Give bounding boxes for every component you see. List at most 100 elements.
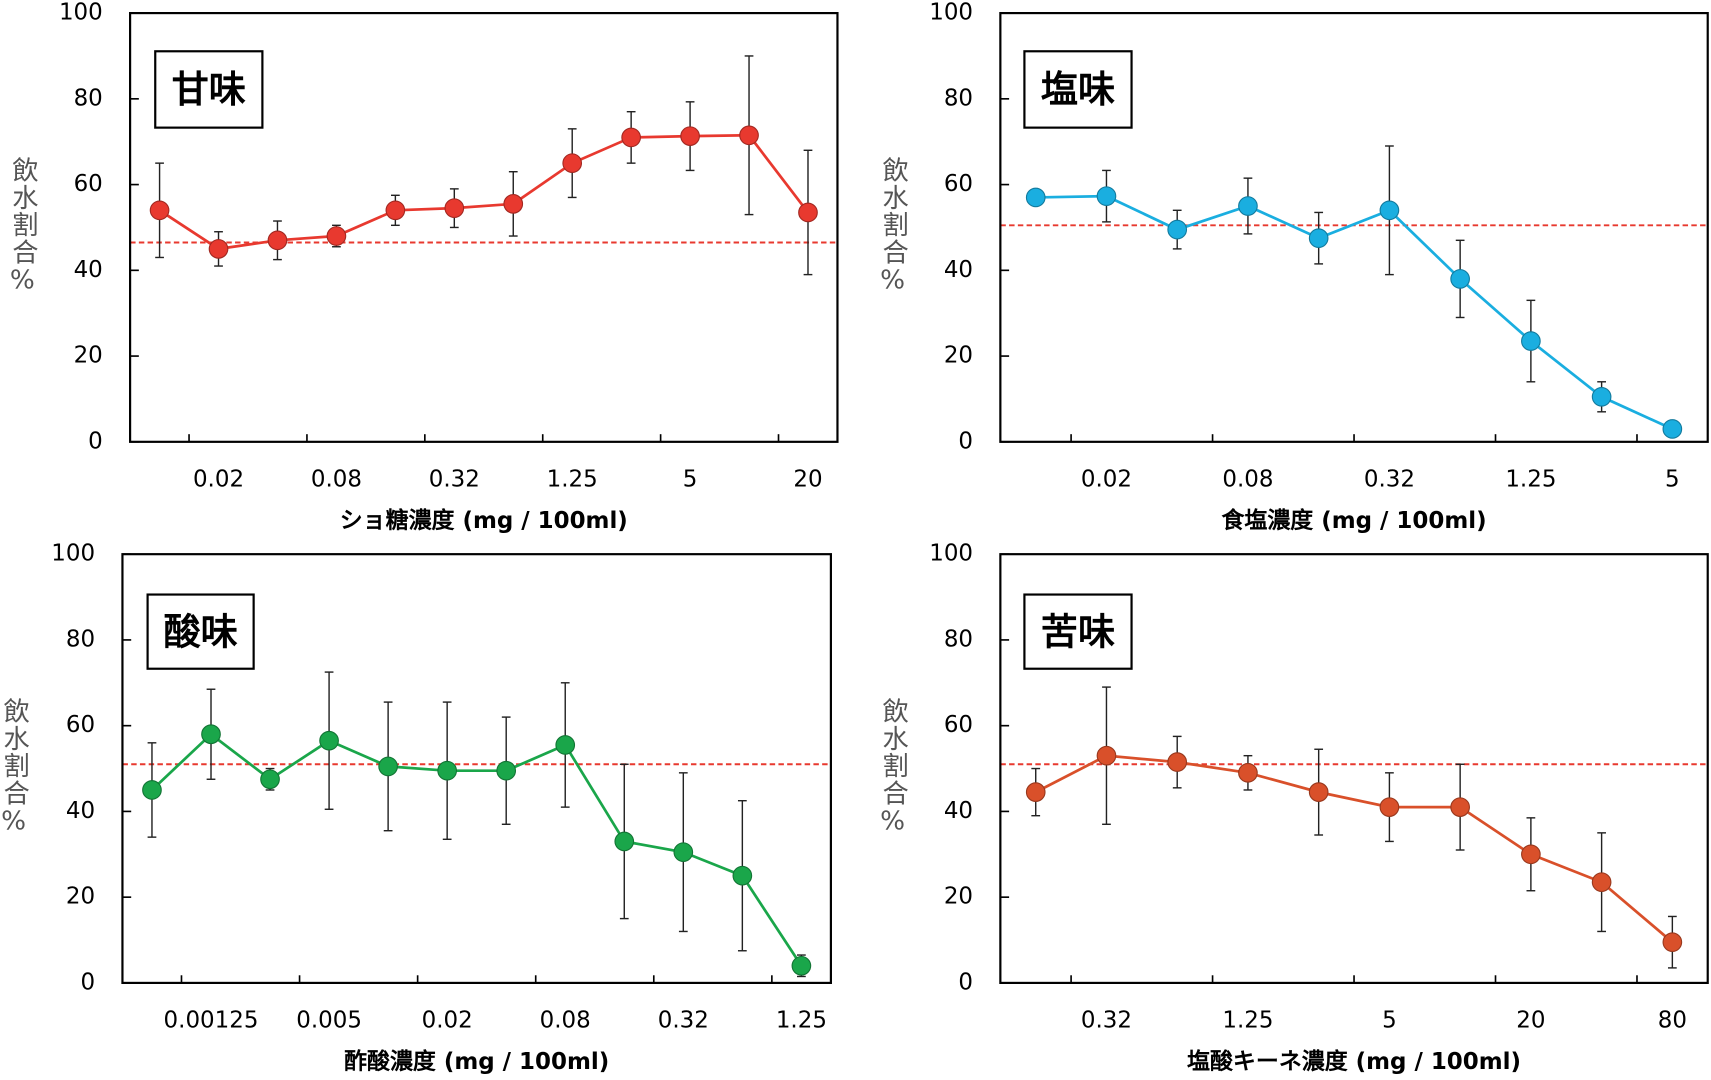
data-point [1662,932,1683,952]
y-tick-label: 20 [66,884,95,910]
title-box [146,593,255,670]
data-point [378,756,398,777]
x-axis-title: 食塩濃度 (mg / 100ml) [1221,507,1486,534]
series-line [1035,754,1674,944]
x-tick-label: 0.08 [1222,467,1273,493]
y-tick-label: 100 [929,541,973,567]
y-tick-label: 0 [88,428,103,454]
data-point [1238,763,1258,783]
y-axis-title: 飲水割合% [0,698,30,838]
data-point [149,200,170,221]
data-point [1591,386,1612,407]
plot-frame [999,12,1709,443]
x-tick-label: 0.02 [1081,467,1132,493]
data-point [555,735,576,755]
chart-title: 酸味 [163,610,237,653]
x-tick-label: 5 [1665,467,1680,493]
data-point [1450,797,1470,817]
x-tick-label: 1.25 [776,1008,827,1034]
data-point [614,831,635,852]
x-tick-label: 80 [1658,1008,1687,1034]
title-box [154,50,264,129]
y-tick-label: 100 [51,541,95,567]
data-point [260,769,280,790]
y-tick-label: 100 [59,0,103,26]
chart-title: 甘味 [172,68,246,111]
data-point [437,760,457,781]
x-tick-label: 20 [793,467,822,493]
x-tick-label: 0.32 [1081,1008,1132,1034]
y-tick-label: 0 [958,428,973,454]
x-tick-label: 0.32 [429,467,480,493]
y-tick-label: 40 [944,798,973,824]
y-axis-title: 飲水割合% [878,157,909,297]
x-axis-title: 酢酸濃度 (mg / 100ml) [344,1048,609,1075]
y-tick-label: 20 [944,343,973,369]
y-tick-label: 80 [944,626,973,652]
y-tick-label: 60 [944,712,973,738]
x-tick-label: 5 [1382,1008,1397,1034]
data-point [326,226,347,246]
title-box [1023,50,1133,129]
y-axis-title: 飲水割合% [878,698,909,838]
series-line [158,133,810,251]
x-tick-label: 1.25 [547,467,598,493]
y-tick-label: 20 [74,343,103,369]
y-tick-label: 80 [66,626,95,652]
x-tick-label: 0.32 [1364,467,1415,493]
x-tick-label: 1.25 [1505,467,1556,493]
x-axis-title: ショ糖濃度 (mg / 100ml) [340,507,628,534]
data-point [1167,219,1188,240]
data-point [1379,797,1400,817]
data-point [798,202,818,223]
x-tick-label: 0.02 [193,467,244,493]
data-point [1096,186,1117,206]
data-point [673,842,694,862]
data-point [1450,269,1470,289]
data-point [739,125,759,146]
y-tick-label: 80 [944,85,973,111]
data-point [1167,752,1188,772]
chart-title: 塩味 [1041,68,1115,111]
data-point [1096,745,1117,766]
series-line [151,732,803,967]
data-point [1662,419,1683,439]
plot-frame [121,553,832,984]
x-tick-label: 0.02 [422,1008,473,1034]
y-tick-label: 40 [944,257,973,283]
data-point [1521,331,1541,351]
x-tick-label: 1.25 [1222,1008,1273,1034]
x-tick-label: 0.08 [540,1008,591,1034]
x-axis-title: 塩酸キーネ濃度 (mg / 100ml) [1187,1048,1521,1075]
chart-title: 苦味 [1041,610,1115,653]
y-tick-label: 40 [74,257,103,283]
data-point [1521,844,1541,865]
y-tick-label: 0 [958,969,973,995]
data-point [1025,187,1046,208]
data-point [1238,196,1258,216]
data-point [208,239,229,259]
x-tick-label: 0.00125 [164,1008,259,1034]
y-tick-label: 60 [66,712,95,738]
y-tick-label: 60 [944,171,973,197]
y-axis-title: 飲水割合% [7,157,38,297]
y-tick-label: 40 [66,798,95,824]
data-point [503,194,524,214]
data-point [142,780,162,800]
plot-frame [999,553,1709,984]
y-tick-label: 100 [929,0,973,26]
y-tick-label: 0 [81,969,96,995]
x-tick-label: 0.32 [658,1008,709,1034]
series-line [1035,194,1673,431]
data-point [621,127,641,148]
data-point [444,198,465,218]
data-point [680,126,700,146]
plot-frame [129,12,839,443]
data-point [1379,200,1400,221]
data-point [791,955,812,976]
y-tick-label: 60 [74,171,103,197]
data-point [201,724,221,745]
data-point [1308,228,1329,248]
x-tick-label: 0.005 [296,1008,362,1034]
x-tick-label: 0.08 [311,467,362,493]
